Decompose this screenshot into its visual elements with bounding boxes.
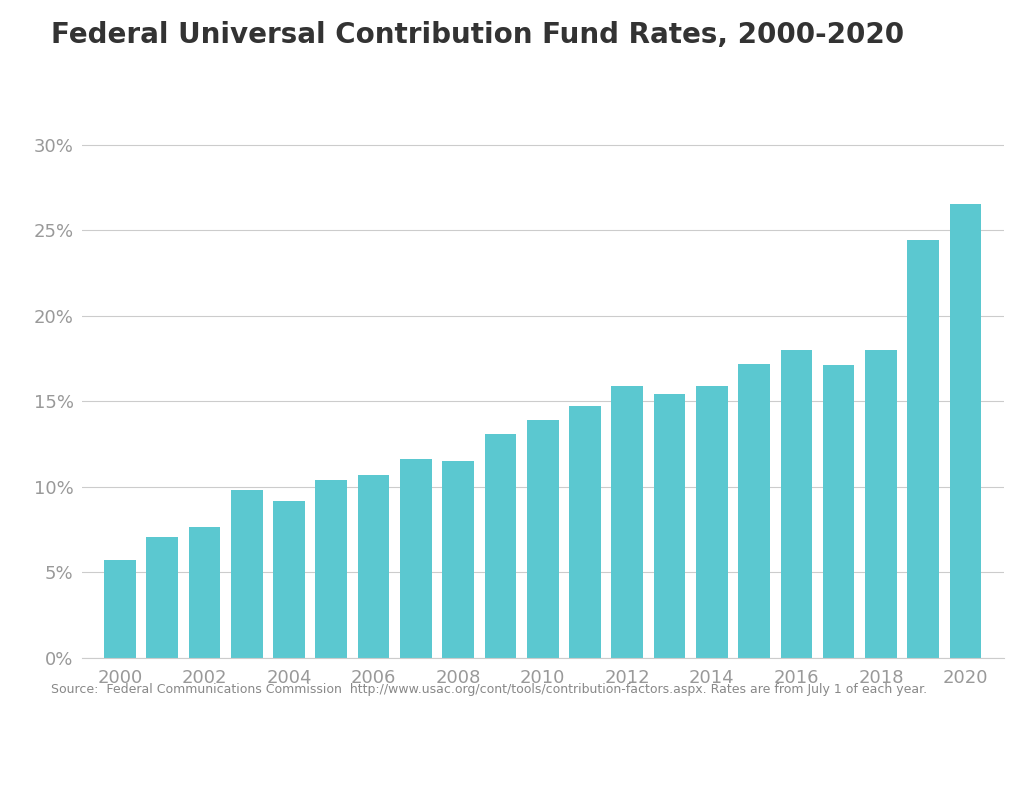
Bar — [442, 461, 474, 658]
Text: @TaxFoundation: @TaxFoundation — [834, 744, 998, 761]
Bar — [484, 433, 516, 658]
Bar — [780, 350, 812, 658]
Bar — [653, 395, 685, 658]
Bar — [273, 500, 305, 658]
Bar — [400, 459, 432, 658]
Bar — [907, 240, 939, 658]
Bar — [823, 366, 854, 658]
Bar — [611, 386, 643, 658]
Bar — [231, 490, 262, 658]
Bar — [865, 350, 897, 658]
Text: TAX FOUNDATION: TAX FOUNDATION — [26, 744, 205, 761]
Bar — [146, 537, 178, 658]
Bar — [315, 480, 347, 658]
Text: Source:  Federal Communications Commission  http://www.usac.org/cont/tools/contr: Source: Federal Communications Commissio… — [51, 683, 928, 696]
Bar — [188, 526, 220, 658]
Bar — [949, 204, 981, 658]
Bar — [696, 386, 728, 658]
Text: Federal Universal Contribution Fund Rates, 2000-2020: Federal Universal Contribution Fund Rate… — [51, 21, 904, 50]
Bar — [569, 407, 601, 658]
Bar — [104, 560, 136, 658]
Bar — [738, 363, 770, 658]
Bar — [357, 475, 389, 658]
Bar — [527, 420, 558, 658]
